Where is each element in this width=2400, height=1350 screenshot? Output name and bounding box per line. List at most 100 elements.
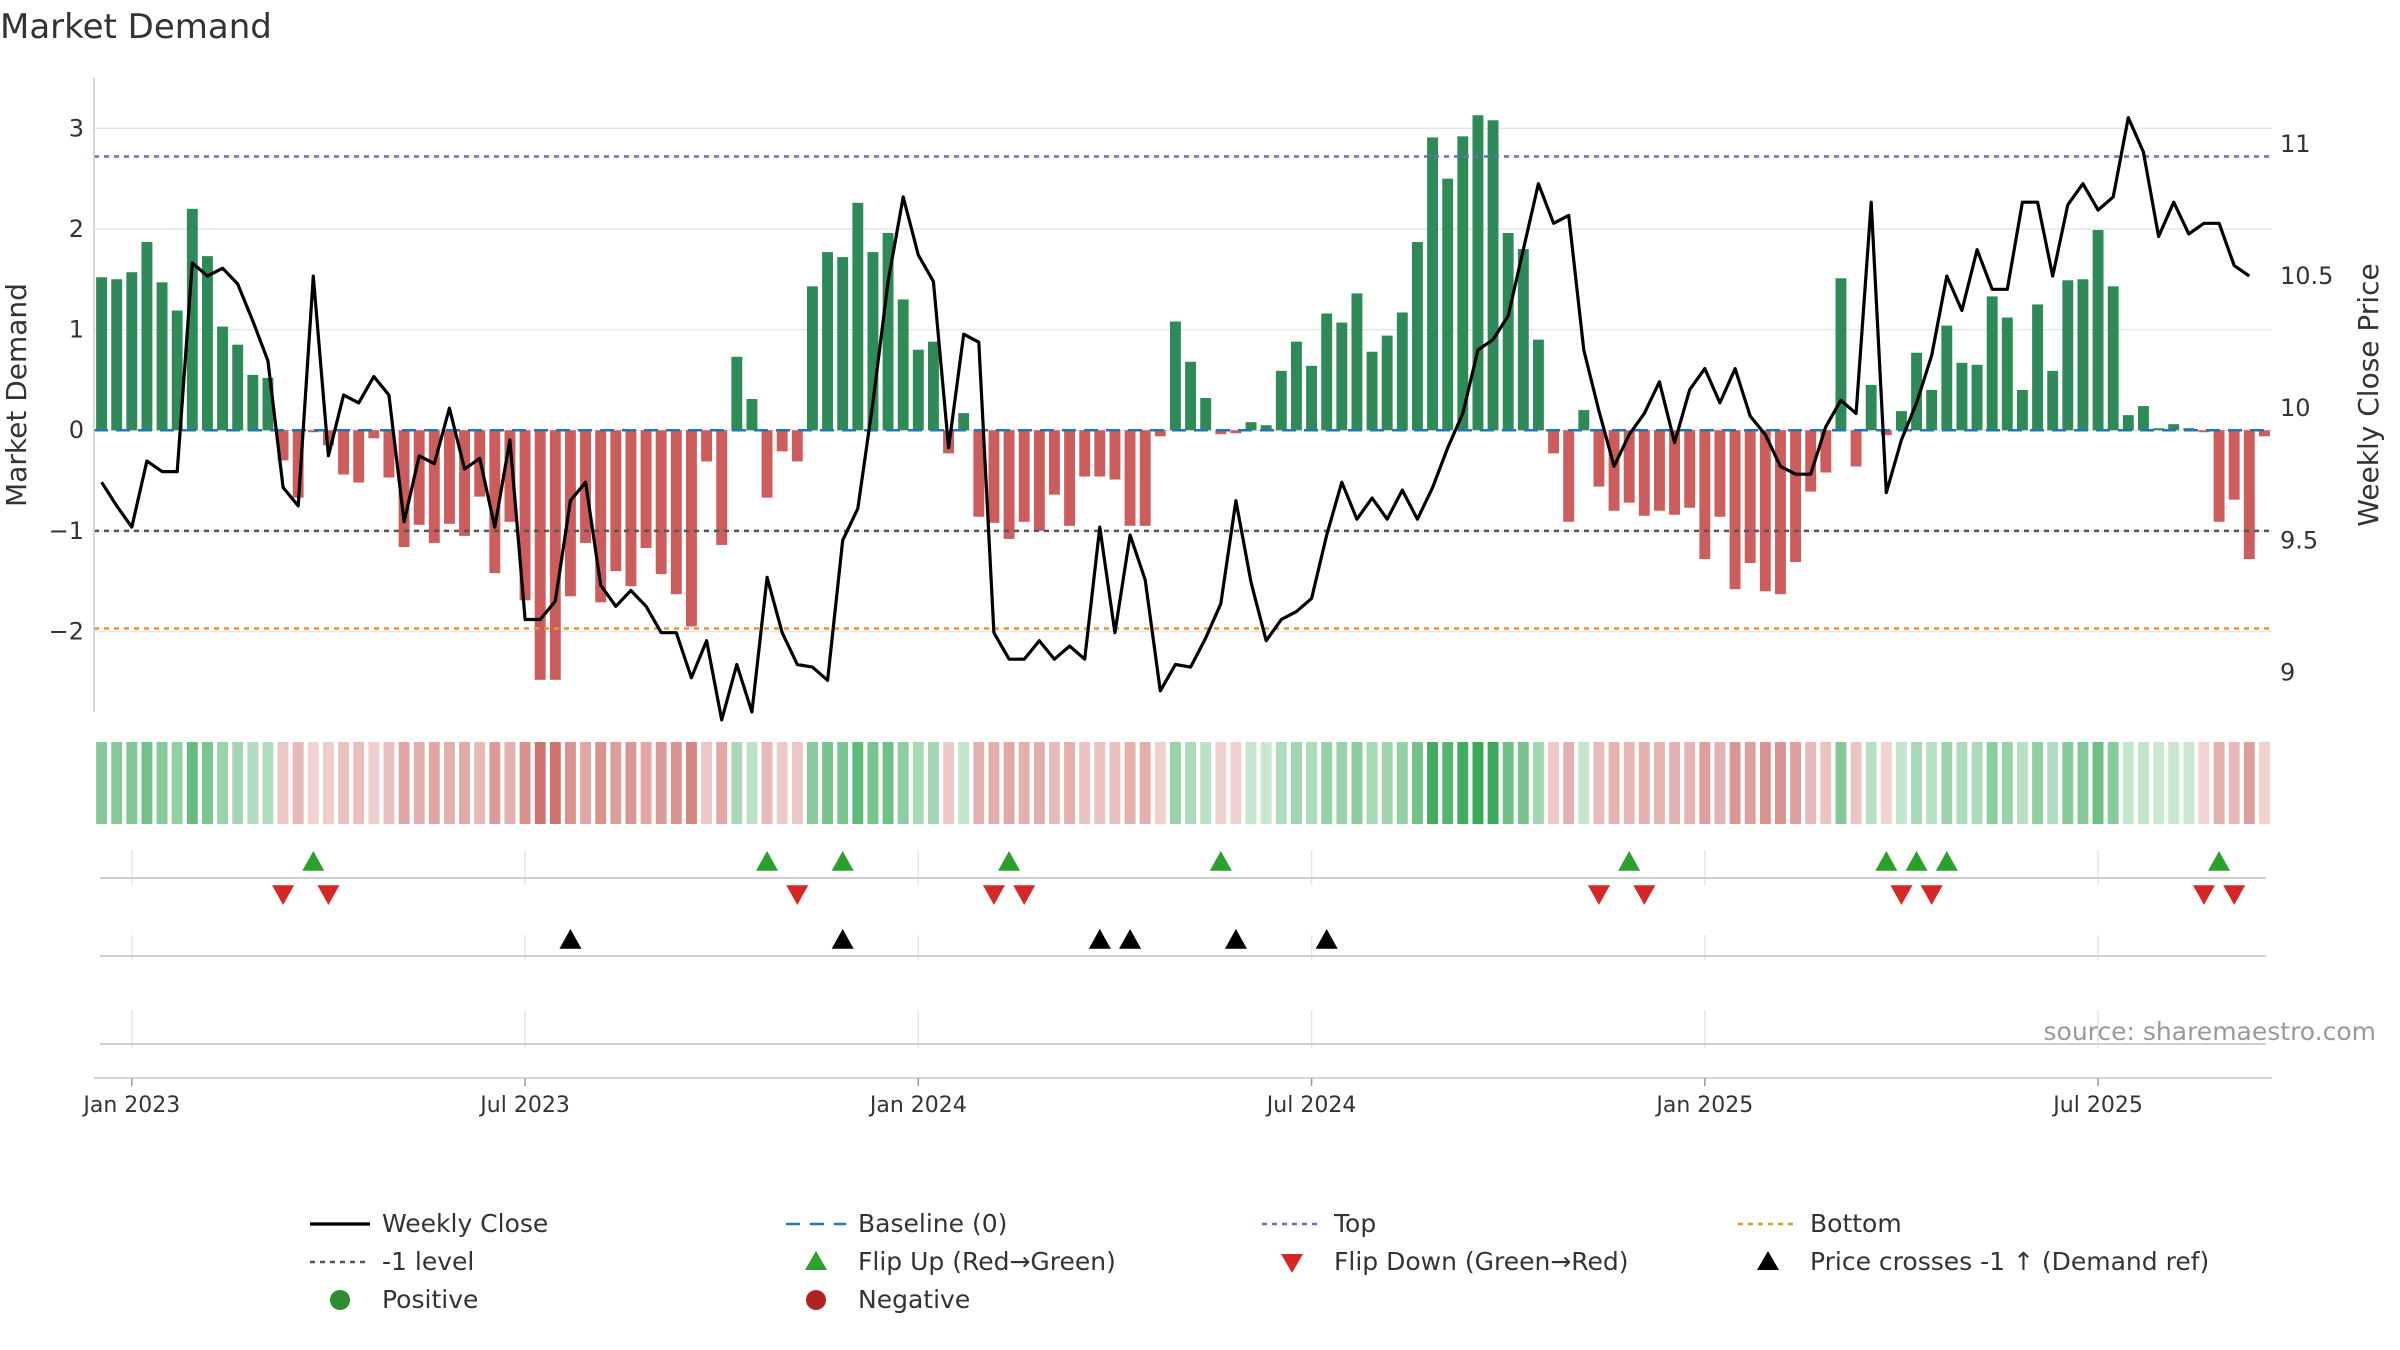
demand-bar-positive xyxy=(912,349,924,431)
demand-bar-positive xyxy=(2062,280,2074,431)
strip-cell-negative xyxy=(307,742,319,824)
demand-bar-negative xyxy=(1744,430,1756,564)
demand-bar-negative xyxy=(459,430,471,536)
demand-bar-negative xyxy=(670,430,682,595)
x-tick-label: Jul 2023 xyxy=(478,1093,570,1118)
strip-cell-negative xyxy=(1079,742,1091,824)
strip-cell-positive xyxy=(186,742,198,824)
demand-bar-positive xyxy=(1185,361,1197,431)
strip-cell-positive xyxy=(262,742,274,824)
demand-bar-negative xyxy=(504,430,516,522)
demand-bar-negative xyxy=(1729,430,1741,590)
x-tick-label: Jan 2025 xyxy=(1654,1093,1753,1118)
strip-cell-negative xyxy=(292,742,304,824)
demand-bar-positive xyxy=(1275,370,1287,431)
y-left-tick-label: 0 xyxy=(69,416,84,444)
y-left-tick-label: 1 xyxy=(69,316,84,344)
demand-bar-positive xyxy=(1306,365,1318,431)
demand-bar-negative xyxy=(292,430,304,498)
strip-cell-negative xyxy=(1608,742,1620,824)
y-left-axis-label: Market Demand xyxy=(0,283,33,507)
strip-cell-negative xyxy=(701,742,713,824)
demand-bar-positive xyxy=(156,282,168,431)
demand-bar-negative xyxy=(640,430,652,548)
strip-cell-positive xyxy=(1895,742,1907,824)
demand-bar-positive xyxy=(2122,415,2134,431)
demand-bar-positive xyxy=(1260,425,1272,431)
strip-cell-positive xyxy=(2137,742,2149,824)
demand-bar-negative xyxy=(776,430,788,452)
demand-bar-negative xyxy=(685,430,697,627)
strip-cell-positive xyxy=(837,742,849,824)
demand-bar-negative xyxy=(2228,430,2240,500)
demand-bar-positive xyxy=(1321,313,1333,431)
strip-cell-negative xyxy=(1744,742,1756,824)
y-left-tick-label: 2 xyxy=(69,215,84,243)
demand-bar-positive xyxy=(1835,278,1847,431)
strip-cell-negative xyxy=(973,742,985,824)
strip-cell-negative xyxy=(761,742,773,824)
strip-cell-negative xyxy=(519,742,531,824)
strip-cell-negative xyxy=(625,742,637,824)
demand-bar-positive xyxy=(262,377,274,431)
flip-down-marker xyxy=(1587,885,1610,905)
demand-bar-positive xyxy=(1427,137,1439,431)
strip-cell-negative xyxy=(549,742,561,824)
strip-cell-positive xyxy=(1442,742,1454,824)
strip-cell-negative xyxy=(398,742,410,824)
strip-cell-negative xyxy=(1139,742,1151,824)
y-right-tick-label: 9 xyxy=(2280,658,2295,686)
demand-bar-positive xyxy=(1986,296,1998,431)
strip-cell-negative xyxy=(1563,742,1575,824)
strip-cell-positive xyxy=(1321,742,1333,824)
strip-cell-positive xyxy=(1275,742,1287,824)
price-cross-marker xyxy=(831,929,854,949)
flip-up-marker xyxy=(1905,851,1928,871)
flip-down-marker xyxy=(1890,885,1913,905)
flip-up-marker xyxy=(998,851,1021,871)
strip-cell-negative xyxy=(943,742,955,824)
strip-cell-negative xyxy=(1548,742,1560,824)
demand-bar-positive xyxy=(897,299,909,431)
flip-down-marker xyxy=(786,885,809,905)
demand-bar-negative xyxy=(1215,430,1227,435)
x-tick-label: Jan 2024 xyxy=(868,1093,967,1118)
demand-bar-positive xyxy=(2032,304,2044,431)
price-cross-marker xyxy=(1119,929,1142,949)
strip-cell-positive xyxy=(1986,742,1998,824)
strip-cell-positive xyxy=(958,742,970,824)
y-right-tick-label: 11 xyxy=(2280,130,2311,158)
strip-cell-negative xyxy=(504,742,516,824)
strip-cell-positive xyxy=(1366,742,1378,824)
demand-bar-negative xyxy=(1790,430,1802,563)
strip-cell-positive xyxy=(1427,742,1439,824)
demand-bar-positive xyxy=(2153,428,2165,431)
demand-bar-positive xyxy=(1926,389,1938,431)
strip-cell-negative xyxy=(1759,742,1771,824)
strip-cell-negative xyxy=(1623,742,1635,824)
strip-cell-negative xyxy=(489,742,501,824)
demand-bar-positive xyxy=(2137,406,2149,431)
strip-cell-negative xyxy=(428,742,440,824)
demand-bar-negative xyxy=(610,430,622,572)
strip-cell-positive xyxy=(1578,742,1590,824)
demand-bar-negative xyxy=(1774,430,1786,595)
legend-label: Top xyxy=(1333,1209,1376,1238)
price-cross-marker xyxy=(1224,929,1247,949)
strip-cell-positive xyxy=(1956,742,1968,824)
demand-bar-negative xyxy=(791,430,803,462)
flip-down-marker xyxy=(982,885,1005,905)
strip-cell-positive xyxy=(927,742,939,824)
y-right-tick-label: 10.5 xyxy=(2280,262,2333,290)
demand-bar-negative xyxy=(655,430,667,575)
demand-bar-positive xyxy=(1290,341,1302,431)
strip-cell-negative xyxy=(474,742,486,824)
strip-cell-negative xyxy=(534,742,546,824)
strip-cell-negative xyxy=(685,742,697,824)
flip-up-marker xyxy=(2208,851,2231,871)
strip-cell-positive xyxy=(1926,742,1938,824)
demand-bar-positive xyxy=(141,242,153,431)
strip-cell-positive xyxy=(1185,742,1197,824)
strip-cell-negative xyxy=(383,742,395,824)
demand-bar-negative xyxy=(1003,430,1015,539)
